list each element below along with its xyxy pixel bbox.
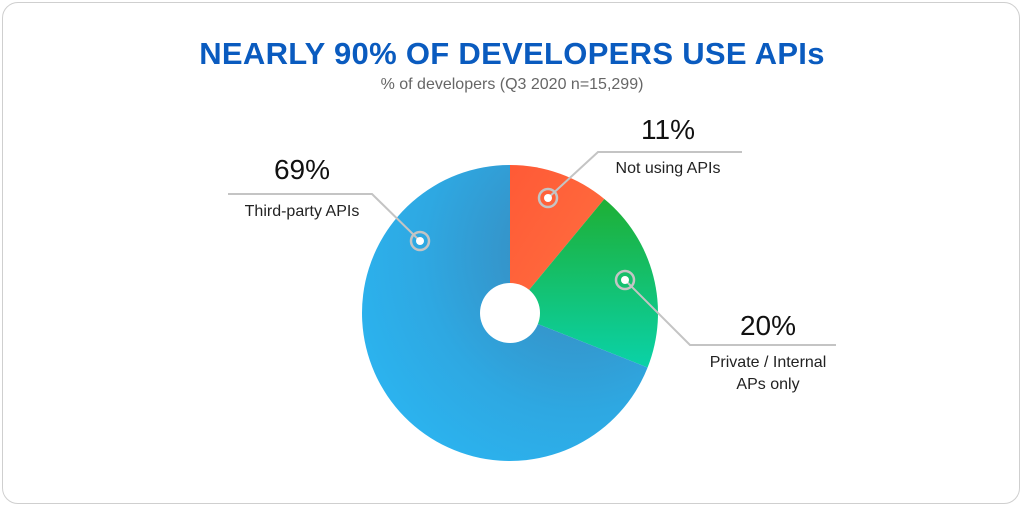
marker-not-using	[537, 187, 559, 209]
slice-label-private: Private / Internal APs only	[709, 354, 827, 393]
value-label-private: 20%	[739, 310, 797, 341]
chart-subtitle: % of developers (Q3 2020 n=15,299)	[380, 76, 644, 93]
pie-slice-private-internal-aps-only	[510, 198, 659, 368]
pie-slice-not-using-apis	[510, 165, 605, 313]
marker-private	[614, 269, 636, 291]
slice-label-third-party: Third-party APIs	[244, 203, 360, 220]
value-label-third-party: 69%	[273, 154, 331, 185]
leader-line-third-party	[228, 193, 421, 242]
leader-line-not-using	[547, 151, 742, 199]
chart-title: NEARLY 90% OF DEVELOPERS USE APIs	[199, 36, 825, 71]
slice-label-not-using: Not using APIs	[615, 160, 721, 177]
donut-hole	[480, 283, 540, 343]
marker-third-party	[409, 230, 431, 252]
value-label-not-using: 11%	[641, 114, 695, 145]
leader-line-private	[624, 279, 836, 346]
